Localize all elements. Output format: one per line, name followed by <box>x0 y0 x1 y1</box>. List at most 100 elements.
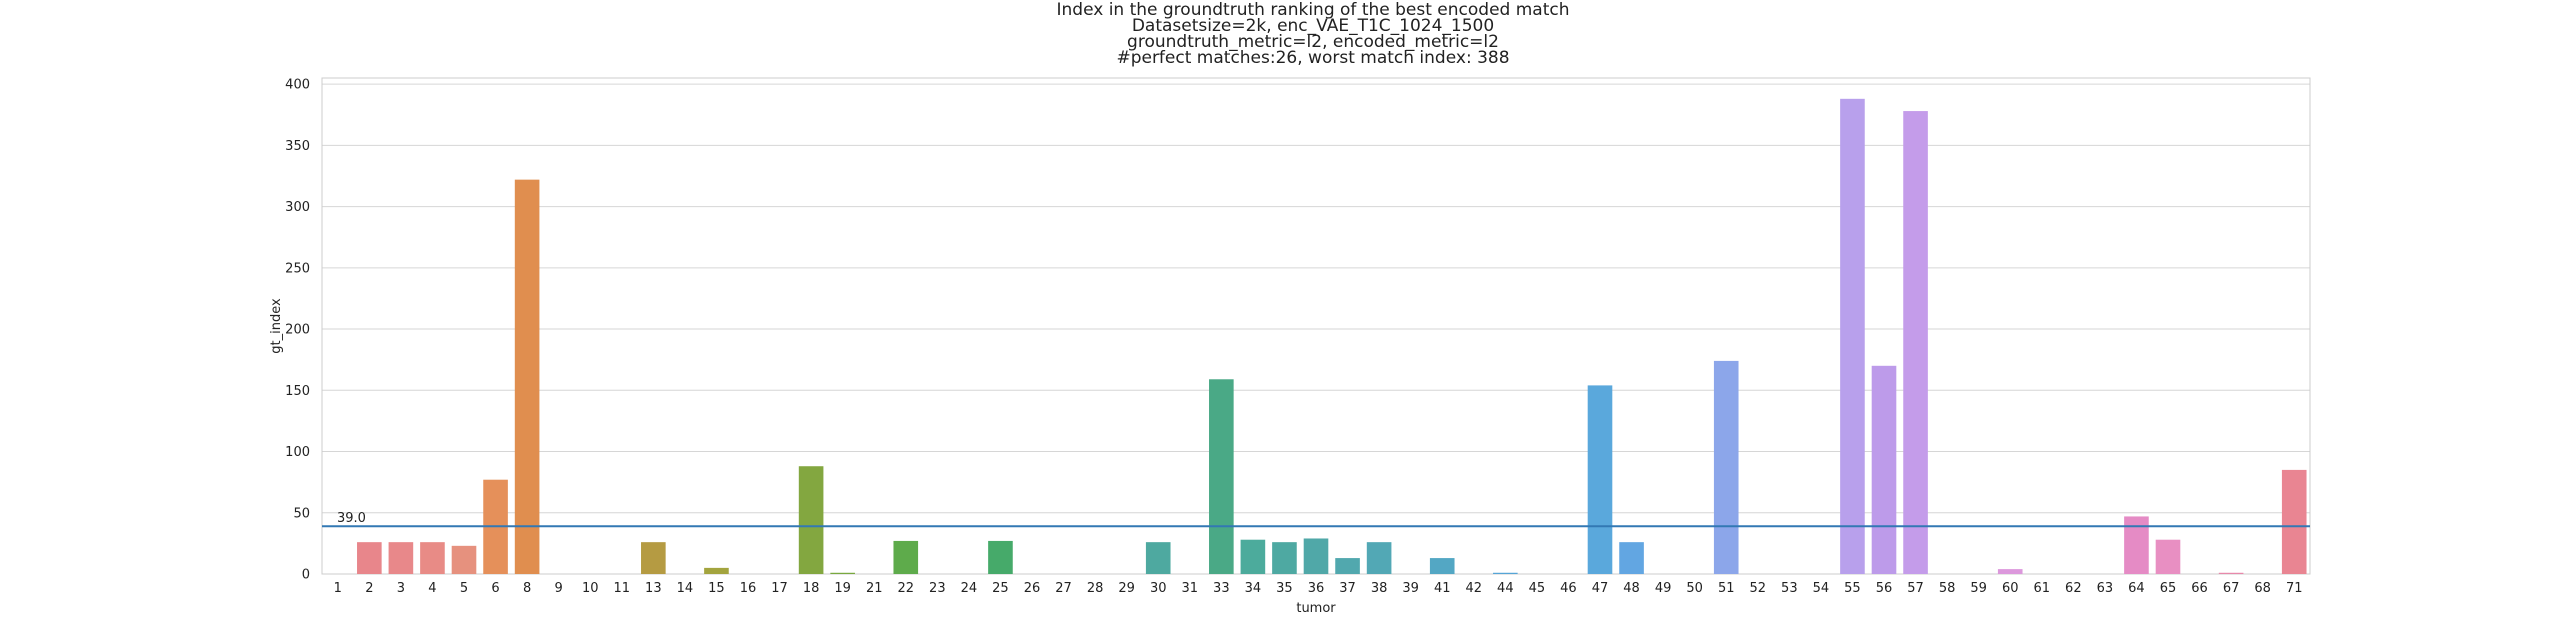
bar-48 <box>1619 542 1644 574</box>
y-tick-labels: 0 50 100 150 200 250 300 350 400 <box>285 78 310 583</box>
y-tick-label: 350 <box>285 139 310 154</box>
chart-title: Index in the groundtruth ranking of the … <box>1056 0 1569 68</box>
grid <box>322 83 2310 575</box>
x-tick-label: 68 <box>2254 581 2271 596</box>
x-tick-label: 71 <box>2286 581 2303 596</box>
x-tick-label: 38 <box>1371 581 1388 596</box>
y-tick-label: 0 <box>302 568 310 583</box>
x-tick-label: 16 <box>740 581 757 596</box>
x-tick-label: 45 <box>1529 581 1546 596</box>
x-tick-label: 25 <box>992 581 1009 596</box>
x-tick-label: 59 <box>1970 581 1987 596</box>
x-tick-label: 46 <box>1560 581 1577 596</box>
bar-71 <box>2281 469 2307 574</box>
bar-37 <box>1335 558 1360 574</box>
x-tick-label: 35 <box>1276 581 1293 596</box>
bar-18 <box>798 466 824 574</box>
bar-8 <box>514 179 540 574</box>
bar-56 <box>1871 365 1897 574</box>
x-tick-label: 22 <box>898 581 915 596</box>
x-tick-label: 2 <box>365 581 373 596</box>
title-line: groundtruth_metric=l2, encoded_metric=l2 <box>1127 32 1499 52</box>
bars <box>357 98 2307 575</box>
x-tick-label: 66 <box>2191 581 2208 596</box>
x-tick-label: 28 <box>1087 581 1104 596</box>
x-tick-label: 8 <box>523 581 531 596</box>
x-tick-label: 3 <box>397 581 405 596</box>
x-tick-label: 47 <box>1592 581 1609 596</box>
y-tick-label: 250 <box>285 261 310 276</box>
y-tick-label: 50 <box>293 506 310 521</box>
bar-13 <box>641 542 666 574</box>
x-tick-label: 4 <box>428 581 436 596</box>
bar-33 <box>1209 379 1234 574</box>
bar-3 <box>388 542 414 574</box>
bar-38 <box>1366 542 1392 574</box>
y-tick-label: 100 <box>285 445 310 460</box>
x-tick-label: 52 <box>1750 581 1767 596</box>
x-tick-label: 53 <box>1781 581 1798 596</box>
x-tick-label: 13 <box>645 581 662 596</box>
bar-51 <box>1713 360 1739 574</box>
x-tick-label: 17 <box>771 581 788 596</box>
bar-19 <box>830 572 855 574</box>
x-tick-label: 51 <box>1718 581 1735 596</box>
x-axis-label: tumor <box>1296 601 1336 616</box>
bar-30 <box>1145 542 1171 574</box>
plot-area <box>321 77 2311 575</box>
x-tick-label: 23 <box>929 581 946 596</box>
title-line: Index in the groundtruth ranking of the … <box>1056 0 1569 20</box>
x-tick-label: 65 <box>2160 581 2177 596</box>
bar-64 <box>2124 516 2149 574</box>
x-tick-label: 36 <box>1308 581 1325 596</box>
x-tick-label: 31 <box>1182 581 1199 596</box>
x-tick-label: 48 <box>1623 581 1640 596</box>
bar-22 <box>893 540 919 574</box>
threshold-label: 39.0 <box>337 511 366 526</box>
y-tick-label: 400 <box>285 78 310 93</box>
x-tick-label: 41 <box>1434 581 1451 596</box>
x-tick-labels: 1 2 3 4 5 6 8 9 10 11 13 14 15 16 17 18 19 21 22 23 24 25 26 27… <box>334 581 2303 596</box>
x-tick-label: 60 <box>2002 581 2019 596</box>
bar-55 <box>1840 98 1865 574</box>
x-tick-label: 33 <box>1213 581 1230 596</box>
x-tick-label: 67 <box>2223 581 2240 596</box>
bar-34 <box>1240 539 1266 574</box>
bar-60 <box>1997 569 2023 574</box>
x-tick-label: 24 <box>961 581 978 596</box>
x-tick-label: 34 <box>1245 581 1262 596</box>
x-tick-label: 5 <box>460 581 468 596</box>
x-tick-label: 58 <box>1939 581 1956 596</box>
x-tick-label: 6 <box>491 581 499 596</box>
x-tick-label: 18 <box>803 581 820 596</box>
bar-44 <box>1493 572 1518 574</box>
bar-35 <box>1272 542 1297 574</box>
x-tick-label: 19 <box>834 581 851 596</box>
y-tick-label: 150 <box>285 384 310 399</box>
x-tick-label: 29 <box>1118 581 1135 596</box>
x-tick-label: 27 <box>1055 581 1072 596</box>
x-tick-label: 57 <box>1907 581 1924 596</box>
x-tick-label: 1 <box>334 581 342 596</box>
x-tick-label: 21 <box>866 581 883 596</box>
bar-41 <box>1429 558 1455 574</box>
x-tick-label: 62 <box>2065 581 2082 596</box>
x-tick-label: 56 <box>1876 581 1893 596</box>
title-line: Datasetsize=2k, enc_VAE_T1C_1024_1500 <box>1132 16 1494 36</box>
x-tick-label: 10 <box>582 581 599 596</box>
x-tick-label: 54 <box>1813 581 1830 596</box>
bar-67 <box>2218 572 2244 574</box>
bar-47 <box>1587 385 1613 574</box>
bar-25 <box>988 540 1013 574</box>
bar-5 <box>451 545 477 574</box>
bar-4 <box>420 542 445 574</box>
bar-15 <box>704 567 729 574</box>
x-tick-label: 64 <box>2128 581 2145 596</box>
bar-2 <box>357 542 382 574</box>
title-line: #perfect matches:26, worst match index: … <box>1116 48 1509 68</box>
bar-57 <box>1903 111 1928 575</box>
y-axis-label: gt_index <box>269 298 284 354</box>
threshold-line: 39.0 <box>322 511 2310 528</box>
x-tick-label: 61 <box>2034 581 2051 596</box>
x-tick-label: 37 <box>1339 581 1356 596</box>
